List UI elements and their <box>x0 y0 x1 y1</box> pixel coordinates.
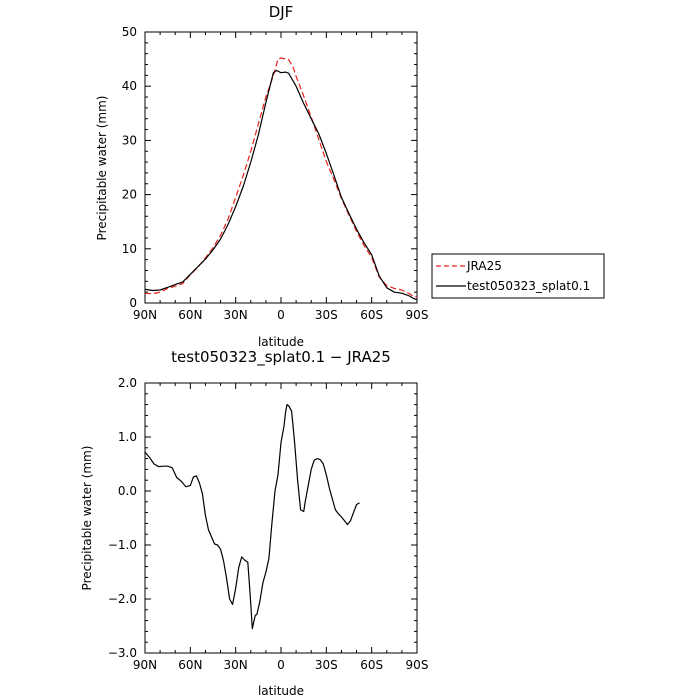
y-tick-label: −1.0 <box>108 538 137 552</box>
series-line-0 <box>144 404 360 630</box>
x-tick-label: 0 <box>277 308 285 322</box>
x-tick-label: 30N <box>224 658 248 672</box>
series-line-1 <box>144 69 418 301</box>
x-tick-label: 30S <box>315 658 338 672</box>
series-line-0 <box>144 57 418 298</box>
y-tick-label: 0 <box>129 296 137 310</box>
y-tick-label: 30 <box>122 133 137 147</box>
legend: JRA25 test050323_splat0.1 <box>431 253 605 299</box>
x-tick-label: 90N <box>133 308 157 322</box>
y-tick-label: 1.0 <box>118 430 137 444</box>
y-tick-label: 2.0 <box>118 376 137 390</box>
x-tick-label: 0 <box>277 658 285 672</box>
legend-box <box>431 253 605 299</box>
y-tick-label: 40 <box>122 79 137 93</box>
x-tick-label: 30N <box>224 308 248 322</box>
bottom-panel: test050323_splat0.1 − JRA25 90N 60N 30N 0 30… <box>80 348 428 698</box>
x-tick-label: 60N <box>178 658 202 672</box>
x-tick-label: 60S <box>360 658 383 672</box>
x-tick-label: 90N <box>133 658 157 672</box>
y-tick-label: −3.0 <box>108 646 137 660</box>
y-tick-label: 10 <box>122 242 137 256</box>
bottom-ticks: 90N 60N 30N 0 30S 60S 90S −3.0 −2.0 −1.0 0.0 1.0 2.0 <box>108 376 429 672</box>
top-series <box>144 57 418 301</box>
bottom-series <box>144 404 360 630</box>
top-x-axis-label: latitude <box>258 335 304 349</box>
y-tick-label: −2.0 <box>108 592 137 606</box>
legend-test-label: test050323_splat0.1 <box>467 279 590 293</box>
bottom-x-axis-label: latitude <box>258 684 304 698</box>
y-tick-label: 50 <box>122 25 137 39</box>
top-y-axis-label: Precipitable water (mm) <box>95 96 109 241</box>
top-chart-title: DJF <box>269 3 294 21</box>
bottom-plot-frame <box>144 382 418 654</box>
x-tick-label: 30S <box>315 308 338 322</box>
x-tick-label: 90S <box>406 308 429 322</box>
bottom-chart-title: test050323_splat0.1 − JRA25 <box>171 348 391 367</box>
bottom-y-axis-label: Precipitable water (mm) <box>80 446 94 591</box>
x-tick-label: 90S <box>406 658 429 672</box>
y-tick-label: 0.0 <box>118 484 137 498</box>
x-tick-label: 60S <box>360 308 383 322</box>
legend-jra25-label: JRA25 <box>466 259 502 273</box>
y-tick-label: 20 <box>122 188 137 202</box>
top-panel: DJF 90N 60N 30N 0 30S 60S 90S 0 10 20 30 40 50 latit… <box>95 3 428 349</box>
x-tick-label: 60N <box>178 308 202 322</box>
top-ticks: 90N 60N 30N 0 30S 60S 90S 0 10 20 30 40 50 <box>122 25 429 322</box>
